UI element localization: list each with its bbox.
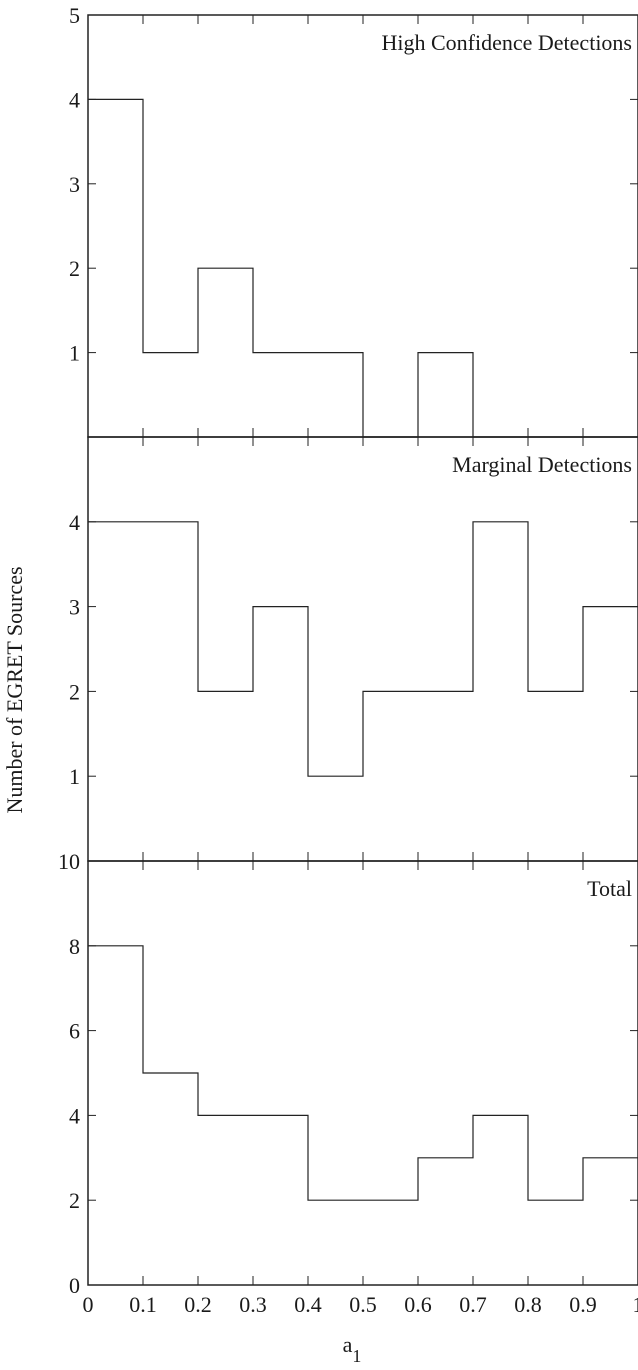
histogram-bin (308, 1200, 363, 1285)
y-tick-label: 6 (69, 1019, 80, 1044)
panel-1: 1 2 3 4 5 High Confidence Detections (69, 3, 638, 438)
x-tick-label: 0.5 (349, 1292, 377, 1317)
histogram-bin (198, 691, 253, 861)
histogram-bin (143, 1073, 198, 1285)
x-tick-label: 0.2 (184, 1292, 212, 1317)
panel-2: 1 2 3 4 Marginal Detections (69, 436, 638, 862)
histogram-bin (308, 776, 363, 861)
histogram-bin (308, 353, 363, 437)
histogram-bin (418, 353, 473, 437)
y-tick-label: 1 (69, 341, 80, 366)
histogram-bin (198, 268, 253, 437)
x-tick-label: 1 (633, 1292, 638, 1317)
x-tick-label: 0.7 (459, 1292, 487, 1317)
histogram-bin (418, 1158, 473, 1285)
y-tick-label: 1 (69, 764, 80, 789)
histogram-bin (473, 1115, 528, 1285)
histogram-bin (88, 522, 143, 861)
histogram-bin (88, 946, 143, 1285)
histogram-bin (528, 691, 583, 861)
histogram-bin (583, 1158, 638, 1285)
panel-title: Marginal Detections (452, 452, 632, 477)
x-axis-title: a1 (343, 1332, 362, 1366)
x-tick-label: 0.3 (239, 1292, 267, 1317)
y-tick-label: 4 (69, 87, 80, 112)
x-tick-label: 0.6 (404, 1292, 432, 1317)
y-tick-label: 8 (69, 934, 80, 959)
histogram-bin (253, 1115, 308, 1285)
histogram-bin (88, 99, 143, 437)
histogram-bin (583, 607, 638, 861)
panel-title: High Confidence Detections (382, 30, 633, 55)
histogram-bin (143, 353, 198, 437)
y-tick-label: 2 (69, 679, 80, 704)
y-tick-label: 2 (69, 1188, 80, 1213)
x-axis-title-main: a (343, 1332, 353, 1357)
x-tick-label: 0.4 (294, 1292, 322, 1317)
x-tick-label: 0 (83, 1292, 94, 1317)
histogram-bin (363, 1200, 418, 1285)
histogram-bin (363, 691, 418, 861)
y-tick-label: 3 (69, 172, 80, 197)
panel-3: 0 2 4 6 8 10 Total (58, 849, 638, 1298)
y-tick-label: 4 (69, 510, 80, 535)
panel-title: Total (587, 876, 632, 901)
x-axis-title-subscript: 1 (352, 1346, 361, 1366)
x-tick-label: 0.8 (514, 1292, 542, 1317)
y-tick-label: 3 (69, 595, 80, 620)
histogram-bin (473, 522, 528, 861)
histogram-bin (143, 522, 198, 861)
y-tick-label: 10 (58, 849, 80, 874)
histogram-outline (88, 945, 638, 1201)
y-axis-title: Number of EGRET Sources (2, 566, 27, 813)
histogram-bin (528, 1200, 583, 1285)
y-tick-label: 4 (69, 1103, 80, 1128)
y-tick-label: 5 (69, 3, 80, 28)
histogram-bin (418, 691, 473, 861)
histogram-bin (198, 1115, 253, 1285)
histogram-outline (88, 521, 638, 777)
x-tick-label: 0.9 (569, 1292, 597, 1317)
y-tick-label: 0 (69, 1273, 80, 1298)
histogram-bin (253, 607, 308, 861)
y-tick-label: 2 (69, 256, 80, 281)
x-tick-label: 0.1 (129, 1292, 157, 1317)
histogram-bin (253, 353, 308, 437)
